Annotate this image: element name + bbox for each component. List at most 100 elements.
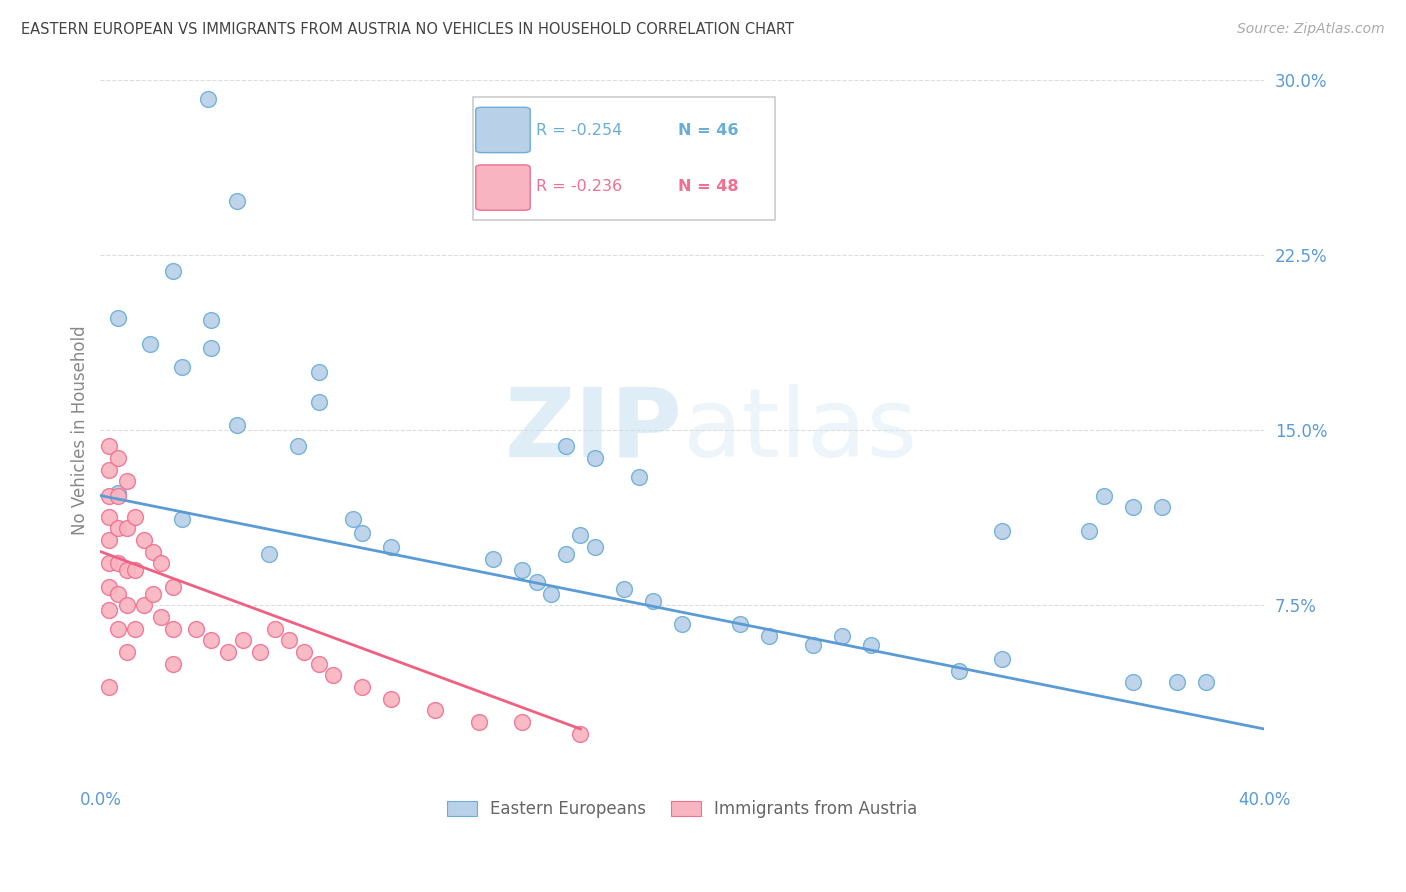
Point — [139, 336, 162, 351]
Point — [860, 638, 883, 652]
Point — [107, 486, 129, 500]
Point — [467, 714, 489, 729]
Point — [115, 645, 138, 659]
Text: ZIP: ZIP — [505, 384, 682, 476]
Point — [627, 470, 650, 484]
Legend: Eastern Europeans, Immigrants from Austria: Eastern Europeans, Immigrants from Austr… — [440, 793, 924, 824]
Point — [200, 633, 222, 648]
Point — [423, 703, 446, 717]
Text: atlas: atlas — [682, 384, 917, 476]
Point — [554, 440, 576, 454]
Point — [540, 586, 562, 600]
Point — [162, 264, 184, 278]
Point — [380, 691, 402, 706]
Point — [186, 622, 208, 636]
Point — [482, 551, 505, 566]
Point — [583, 451, 606, 466]
Point — [98, 533, 121, 547]
Point — [613, 582, 636, 596]
Point — [257, 547, 280, 561]
Point — [162, 580, 184, 594]
Point — [526, 574, 548, 589]
Point — [132, 598, 155, 612]
Point — [510, 714, 533, 729]
Point — [1078, 524, 1101, 538]
Point — [98, 580, 121, 594]
Point — [1122, 675, 1144, 690]
Point — [132, 533, 155, 547]
Point — [226, 418, 249, 433]
Point — [98, 463, 121, 477]
Point — [200, 342, 222, 356]
Point — [115, 521, 138, 535]
Point — [107, 488, 129, 502]
Point — [342, 512, 364, 526]
Point — [322, 668, 344, 682]
Point — [510, 563, 533, 577]
Point — [197, 92, 219, 106]
Point — [292, 645, 315, 659]
Point — [98, 509, 121, 524]
Point — [226, 194, 249, 209]
Point — [200, 313, 222, 327]
Point — [308, 657, 330, 671]
Point — [162, 657, 184, 671]
Point — [124, 509, 146, 524]
Text: Source: ZipAtlas.com: Source: ZipAtlas.com — [1237, 22, 1385, 37]
Point — [352, 680, 374, 694]
Point — [1166, 675, 1188, 690]
Point — [278, 633, 301, 648]
Point — [641, 593, 664, 607]
Point — [170, 512, 193, 526]
Point — [115, 475, 138, 489]
Point — [352, 525, 374, 540]
Point — [107, 586, 129, 600]
Point — [380, 540, 402, 554]
Point — [107, 451, 129, 466]
Point — [801, 638, 824, 652]
Point — [98, 556, 121, 570]
Point — [831, 629, 853, 643]
Point — [264, 622, 287, 636]
Point — [142, 544, 165, 558]
Y-axis label: No Vehicles in Household: No Vehicles in Household — [72, 326, 89, 535]
Point — [583, 540, 606, 554]
Point — [217, 645, 239, 659]
Point — [287, 440, 309, 454]
Point — [107, 521, 129, 535]
Point — [142, 586, 165, 600]
Point — [569, 726, 592, 740]
Point — [671, 616, 693, 631]
Point — [308, 395, 330, 409]
Point — [115, 563, 138, 577]
Point — [569, 528, 592, 542]
Point — [232, 633, 254, 648]
Point — [948, 664, 970, 678]
Point — [124, 622, 146, 636]
Point — [1122, 500, 1144, 515]
Point — [1195, 675, 1218, 690]
Point — [98, 488, 121, 502]
Point — [98, 440, 121, 454]
Point — [170, 360, 193, 375]
Point — [554, 547, 576, 561]
Point — [991, 652, 1014, 666]
Point — [730, 616, 752, 631]
Point — [991, 524, 1014, 538]
Point — [115, 598, 138, 612]
Point — [150, 610, 173, 624]
Point — [308, 365, 330, 379]
Point — [98, 680, 121, 694]
Point — [107, 311, 129, 326]
Point — [150, 556, 173, 570]
Text: EASTERN EUROPEAN VS IMMIGRANTS FROM AUSTRIA NO VEHICLES IN HOUSEHOLD CORRELATION: EASTERN EUROPEAN VS IMMIGRANTS FROM AUST… — [21, 22, 794, 37]
Point — [758, 629, 780, 643]
Point — [1092, 488, 1115, 502]
Point — [107, 622, 129, 636]
Point — [98, 603, 121, 617]
Point — [124, 563, 146, 577]
Point — [1152, 500, 1174, 515]
Point — [107, 556, 129, 570]
Point — [249, 645, 271, 659]
Point — [162, 622, 184, 636]
